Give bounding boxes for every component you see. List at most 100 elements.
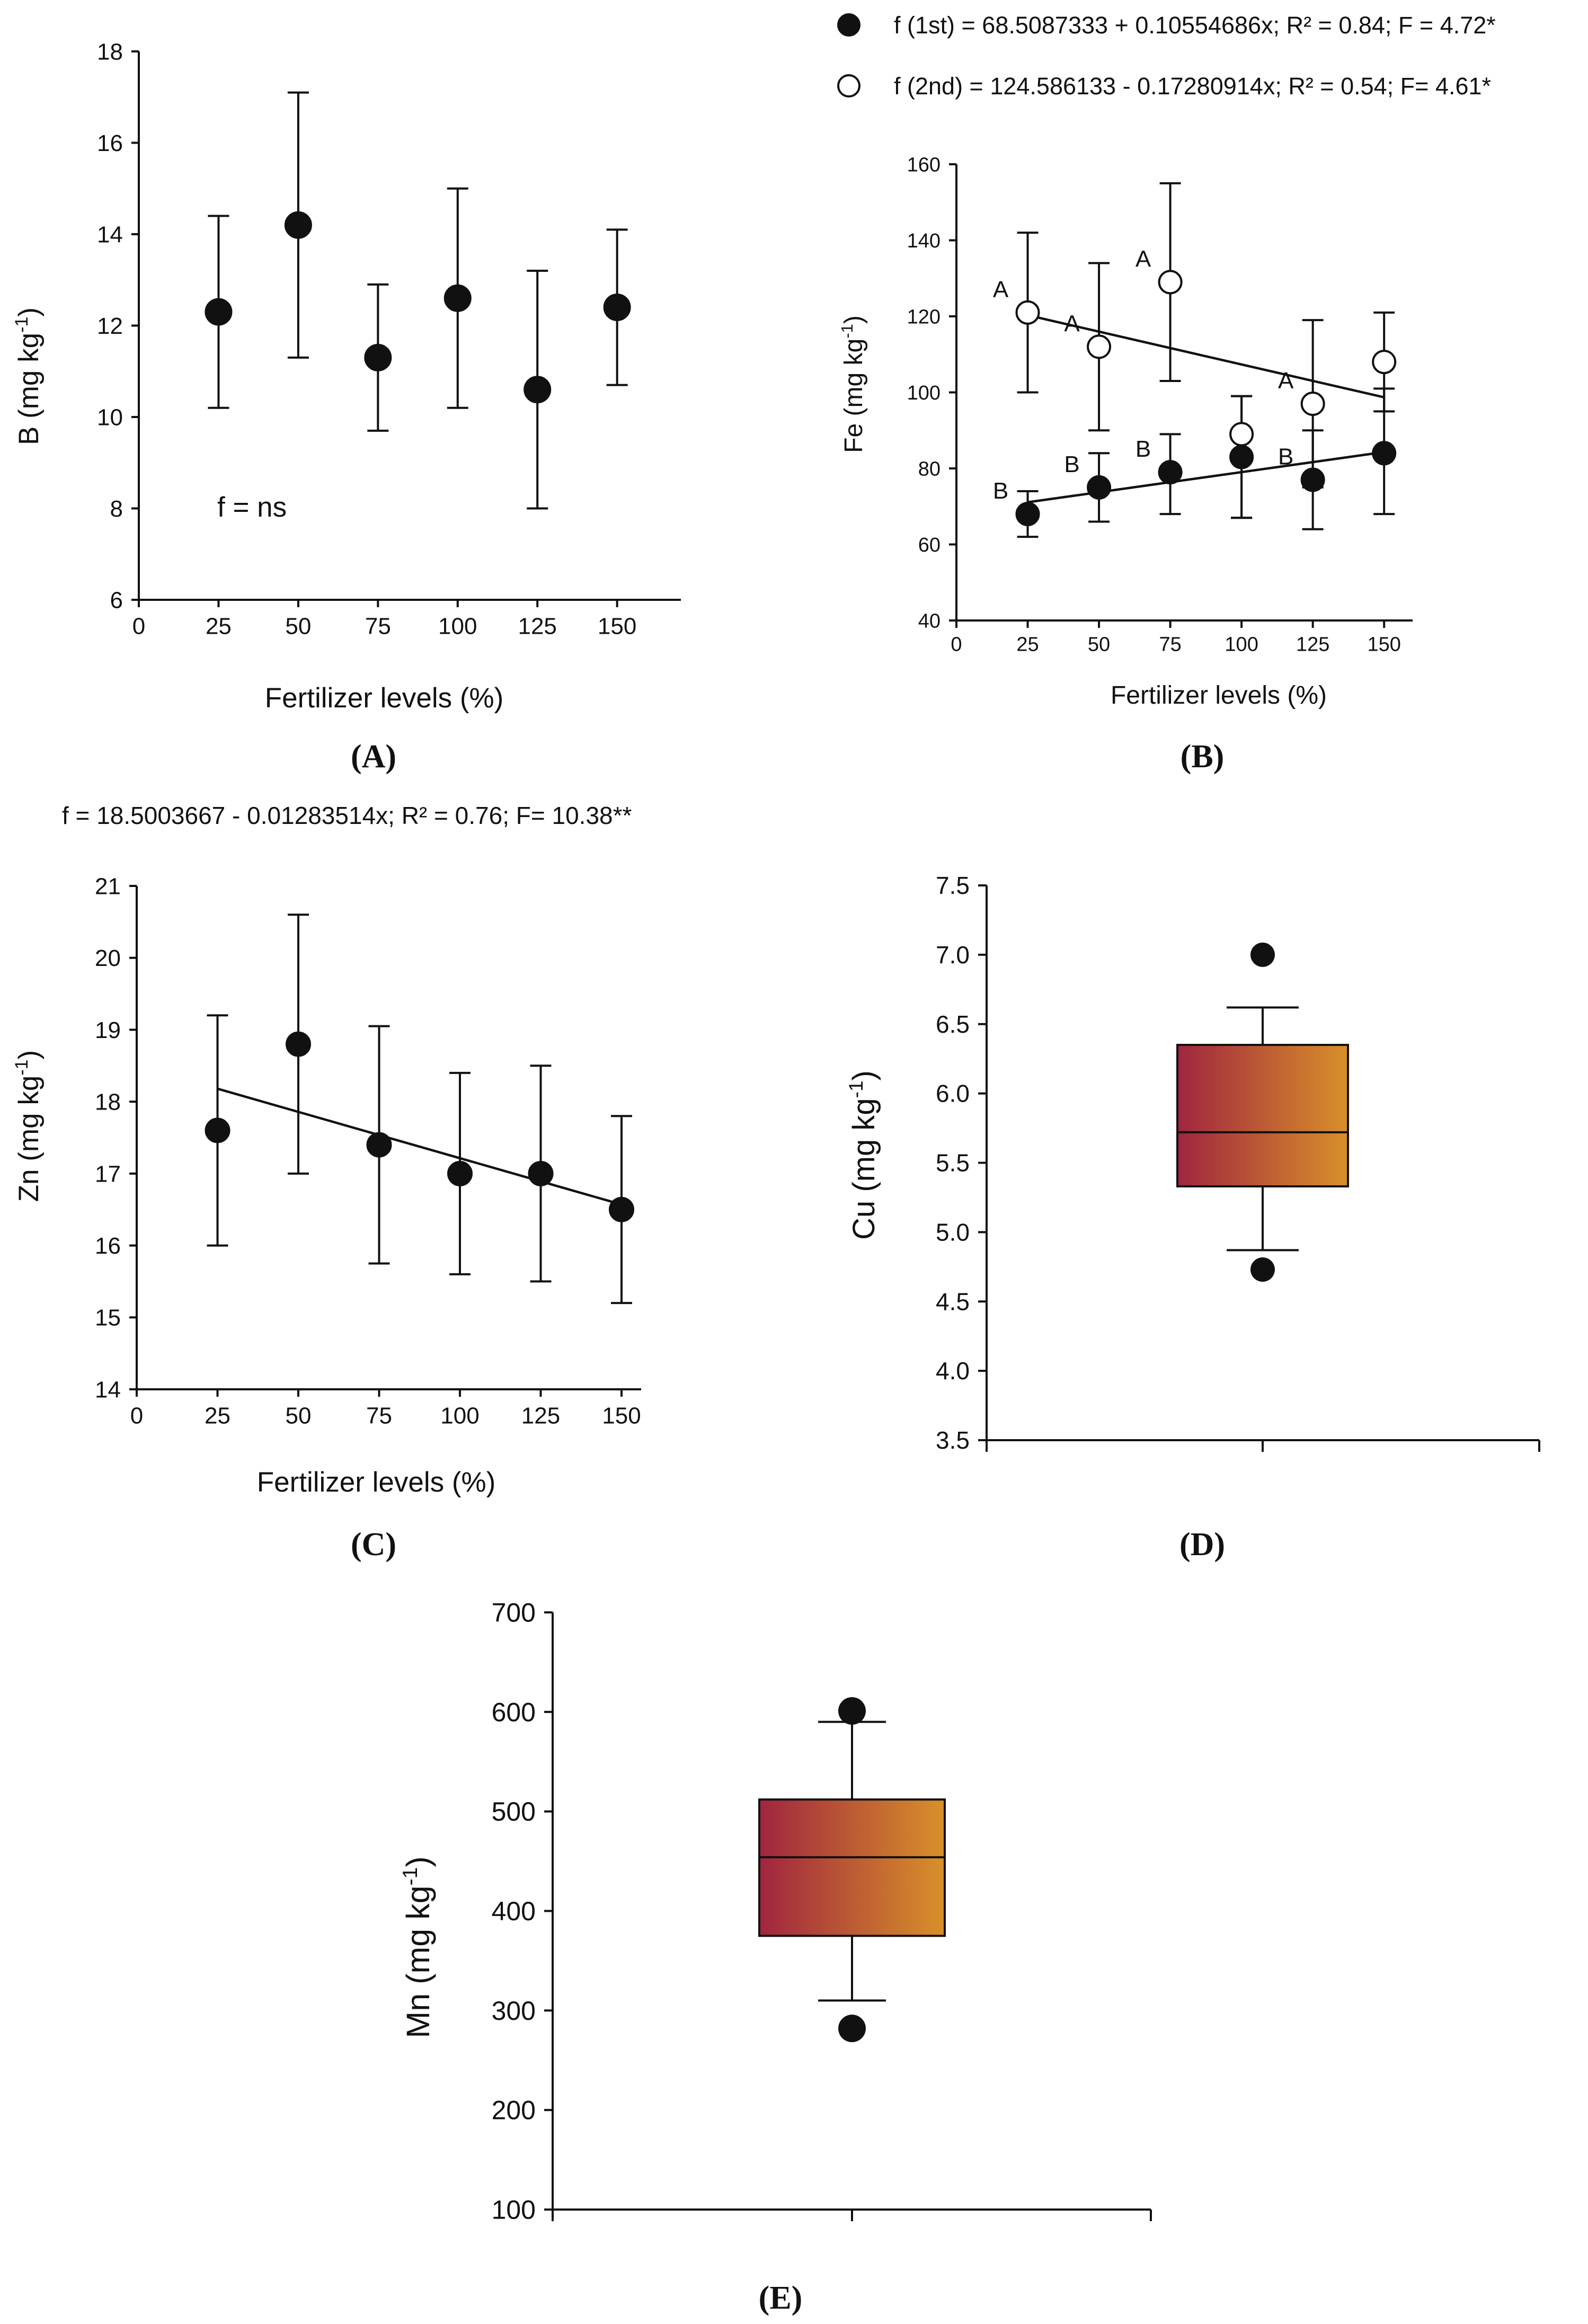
panel-b-group-letter: B (993, 478, 1008, 504)
panel-d-y-tick-label: 3.5 (936, 1426, 970, 1454)
panel-d-label: (D) (1179, 1527, 1225, 1563)
panel-b-x-tick-label: 125 (1296, 634, 1329, 656)
panel-a-x-tick-label: 50 (285, 614, 311, 640)
panel-a-x-tick-label: 125 (518, 614, 556, 640)
panel-b-point-1st (1087, 475, 1112, 500)
panel-e-y-tick-label: 200 (492, 2096, 536, 2125)
panel-a-point-B (603, 294, 631, 321)
legend-2nd-marker (837, 74, 860, 97)
panel-c-y-tick-label: 19 (95, 1017, 121, 1043)
panel-d-outlier (1250, 1257, 1275, 1282)
panel-a-y-tick-label: 8 (110, 496, 123, 522)
panel-c-y-tick-label: 14 (95, 1377, 121, 1403)
panel-b-group-letter: A (993, 277, 1009, 303)
panel-b-x-tick-label: 150 (1367, 634, 1400, 656)
panel-c-label: (C) (351, 1527, 396, 1563)
panel-c-y-tick-label: 17 (95, 1161, 121, 1187)
panel-d-y-tick-label: 4.0 (936, 1357, 970, 1385)
panel-c-point-Zn (205, 1117, 230, 1143)
panel-b-point-2nd (1087, 334, 1112, 359)
panel-c-point-Zn (447, 1160, 473, 1186)
panel-b-y-tick-label: 100 (907, 382, 941, 404)
panel-e-mn-chart: 100 200 300 400 500 600 700 Mn (mg kg-1) (E) (399, 1598, 1152, 2316)
panel-a-y-tick-label: 18 (97, 39, 123, 65)
panel-c-x-tick-label: 25 (205, 1403, 230, 1429)
panel-b-x-tick-label: 25 (1016, 634, 1039, 656)
panel-a-annotation: f = ns (217, 492, 287, 523)
panel-b-y-tick-label: 40 (918, 610, 941, 632)
panel-b-y-tick-label: 140 (907, 230, 941, 252)
panel-c-point-Zn (286, 1031, 311, 1057)
panel-a-ylabel: B (mg kg-1) (12, 307, 45, 445)
panel-b-legend: f (1st) = 68.5087333 + 0.10554686x; R² =… (837, 12, 1496, 100)
panel-e-label: (E) (759, 2280, 803, 2316)
panel-c-plot: 14 15 16 17 18 19 20 21 0 25 50 75 100 125 150 (95, 873, 641, 1429)
panel-c-ylabel: Zn (mg kg-1) (12, 1050, 45, 1202)
panel-b-point-1st (1229, 445, 1254, 469)
panel-c-y-tick-label: 15 (95, 1305, 121, 1331)
panel-a-xlabel: Fertilizer levels (%) (265, 682, 504, 714)
panel-b-x-tick-label: 0 (951, 634, 962, 656)
panel-b-point-2nd (1229, 422, 1254, 447)
legend-1st-marker (837, 13, 860, 37)
panel-b-y-tick-label: 80 (918, 458, 941, 480)
panel-b-xlabel: Fertilizer levels (%) (1111, 681, 1327, 709)
panel-c-y-tick-label: 20 (95, 945, 121, 971)
panel-d-y-tick-label: 7.5 (936, 872, 970, 899)
panel-a-b-chart: 6 8 10 12 14 16 18 0 25 50 75 100 125 150 Fertilizer … (12, 39, 681, 775)
panel-b-fe-chart: f (1st) = 68.5087333 + 0.10554686x; R² =… (837, 12, 1496, 775)
panel-b-point-1st (1015, 502, 1040, 527)
panel-a-x-tick-label: 75 (365, 614, 391, 640)
panel-b-group-letter: A (1278, 368, 1294, 394)
panel-a-point-B (364, 343, 392, 371)
panel-e-ylabel: Mn (mg kg-1) (399, 1856, 436, 2038)
panel-d-ylabel: Cu (mg kg-1) (845, 1070, 881, 1240)
panel-b-y-tick-label: 160 (907, 154, 941, 176)
panel-d-outlier (1250, 942, 1275, 967)
panel-d-y-tick-label: 7.0 (936, 941, 970, 969)
panel-e-outlier (838, 1697, 866, 1725)
panel-a-x-tick-label: 25 (206, 614, 232, 640)
panel-d-y-tick-label: 6.5 (936, 1010, 970, 1038)
panel-b-group-letter: B (1135, 436, 1151, 462)
panel-c-title: f = 18.5003667 - 0.01283514x; R² = 0.76;… (62, 802, 632, 829)
panel-a-x-tick-label: 0 (132, 614, 145, 640)
panel-a-point-B (524, 376, 552, 404)
panel-a-y-tick-label: 16 (97, 130, 123, 156)
panel-b-point-1st (1158, 460, 1183, 485)
panel-c-point-Zn (366, 1132, 392, 1158)
panel-d-y-tick-label: 4.5 (936, 1288, 970, 1315)
panel-c-x-tick-label: 0 (130, 1403, 143, 1429)
panel-b-point-1st (1300, 467, 1325, 492)
panel-b-fit-line-2nd (1027, 314, 1385, 399)
panel-b-point-2nd (1300, 392, 1325, 416)
panel-b-point-2nd (1372, 350, 1397, 375)
panel-b-y-tick-label: 120 (907, 306, 941, 328)
panel-c-fit-line-Zn (217, 1087, 622, 1206)
panel-b-point-1st (1372, 441, 1397, 466)
panel-a-point-B (443, 284, 472, 312)
panel-e-plot: 100 200 300 400 500 600 700 (492, 1598, 1152, 2225)
panel-c-point-Zn (609, 1196, 634, 1222)
panel-b-group-letter: B (1278, 444, 1293, 470)
panel-c-point-Zn (528, 1160, 554, 1186)
panel-a-label: (A) (351, 739, 396, 775)
panel-d-box (1176, 1044, 1349, 1187)
panel-b-ylabel: Fe (mg kg-1) (838, 315, 868, 453)
panel-c-x-tick-label: 50 (286, 1403, 312, 1429)
panel-c-x-tick-label: 125 (521, 1403, 560, 1429)
panel-d-y-tick-label: 5.0 (936, 1218, 970, 1246)
panel-c-xlabel: Fertilizer levels (%) (257, 1467, 496, 1498)
panel-b-group-letter: A (1135, 246, 1151, 272)
panel-e-box (758, 1798, 946, 1937)
panel-d-y-tick-label: 5.5 (936, 1149, 970, 1177)
panel-d-cu-chart: 3.5 4.0 4.5 5.0 5.5 6.0 6.5 7.0 7.5 Cu (mg kg-1)… (845, 872, 1540, 1563)
panel-d-y-tick-label: 6.0 (936, 1080, 970, 1107)
panel-b-label: (B) (1181, 739, 1225, 775)
panel-b-group-letter: B (1064, 451, 1079, 477)
panel-a-plot: 6 8 10 12 14 16 18 0 25 50 75 100 125 150 (97, 39, 681, 640)
panel-a-y-tick-label: 6 (110, 587, 123, 613)
legend-1st-label: f (1st) = 68.5087333 + 0.10554686x; R² =… (894, 12, 1496, 39)
panel-c-y-tick-label: 21 (95, 873, 121, 899)
